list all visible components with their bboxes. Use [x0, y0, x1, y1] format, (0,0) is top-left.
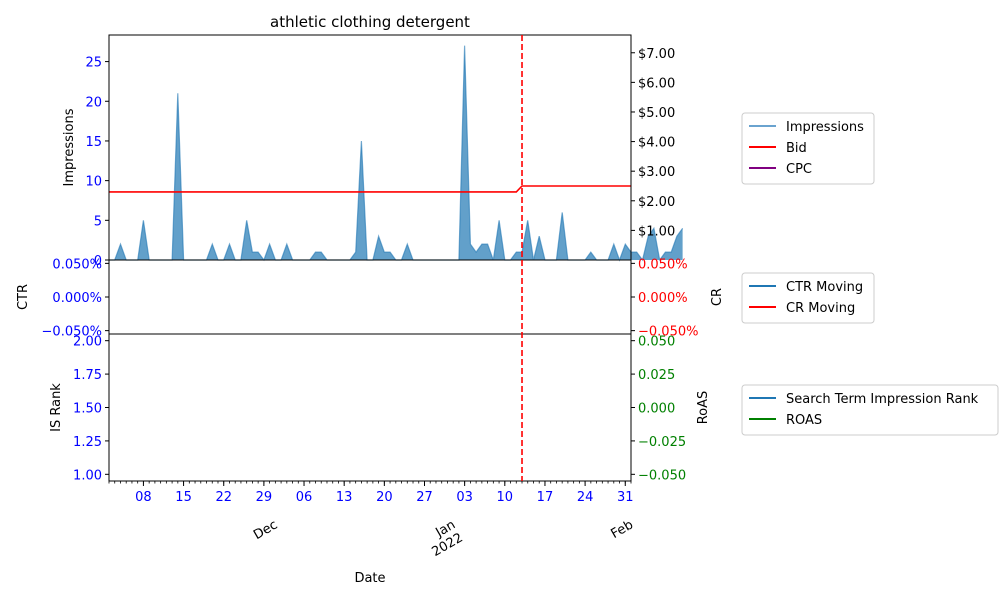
panel-bottom-frame: [108, 333, 632, 482]
bid-line: [109, 185, 631, 193]
y-left-tick-label: 1.50: [73, 402, 102, 417]
x-month-label-group: Feb: [609, 517, 636, 542]
x-month-label: Dec: [251, 517, 280, 543]
y-left-axis-label: IS Rank: [49, 383, 64, 432]
y-right-tick-label: 0.000%: [638, 291, 688, 306]
legend-label: Bid: [786, 141, 807, 156]
y-right-axis-label: RoAS: [696, 391, 711, 425]
y-right-tick-label: $2.00: [638, 195, 675, 210]
y-right-axis-label: CR: [710, 288, 725, 306]
y-left-tick-label: 15: [85, 135, 102, 150]
y-right-tick-label: $5.00: [638, 106, 675, 121]
legend-label: Impressions: [786, 120, 864, 135]
x-tick-label: 31: [617, 490, 634, 505]
y-left-tick-label: 1.75: [73, 368, 102, 383]
y-left-tick-label: 10: [85, 175, 102, 190]
x-tick-label: 10: [497, 490, 514, 505]
x-month-label-group: Dec: [251, 517, 280, 543]
impressions-line: [109, 45, 684, 262]
x-tick-label: 13: [336, 490, 353, 505]
y-left-tick-label: 25: [85, 56, 102, 71]
y-left-tick-label: −0.050%: [42, 325, 102, 340]
y-right-tick-label: 0.050: [638, 335, 675, 350]
x-tick-label: 22: [215, 490, 232, 505]
y-right-tick-label: 0.000: [638, 402, 675, 417]
x-axis-label: Date: [354, 571, 385, 586]
chart-title: athletic clothing detergent: [270, 13, 470, 31]
x-tick-label: 27: [416, 490, 433, 505]
x-tick-label: 15: [175, 490, 192, 505]
y-left-tick-label: 0: [94, 254, 102, 269]
panel-top-frame: [108, 34, 632, 261]
y-right-tick-label: 0.050%: [638, 257, 688, 272]
y-right-tick-label: $4.00: [638, 136, 675, 151]
x-tick-label: 20: [376, 490, 393, 505]
legend-label: CTR Moving: [786, 280, 863, 295]
x-tick-label: 03: [456, 490, 473, 505]
y-right-tick-label: $1.00: [638, 224, 675, 239]
legend-label: CPC: [786, 162, 812, 177]
x-tick-label: 24: [577, 490, 594, 505]
x-month-label: Feb: [609, 517, 636, 542]
y-left-tick-label: 5: [94, 214, 102, 229]
legend-box: [741, 384, 999, 436]
legend-label: ROAS: [786, 413, 822, 428]
y-right-tick-label: −0.050%: [638, 325, 698, 340]
panel-middle-frame: [108, 259, 632, 335]
x-tick-label: 06: [296, 490, 313, 505]
y-left-tick-label: 0.050%: [52, 257, 102, 272]
y-left-tick-label: 1.00: [73, 468, 102, 483]
legend-box: [741, 112, 875, 185]
impressions-area: [109, 45, 683, 261]
y-left-tick-label: 2.00: [73, 335, 102, 350]
y-left-tick-label: 0.000%: [52, 291, 102, 306]
y-left-tick-label: 1.25: [73, 435, 102, 450]
y-right-tick-label: −0.025: [638, 435, 686, 450]
legend-label: CR Moving: [786, 301, 855, 316]
legend-label: Search Term Impression Rank: [786, 392, 979, 407]
y-right-tick-label: $3.00: [638, 165, 675, 180]
y-left-tick-label: 20: [85, 95, 102, 110]
y-right-tick-label: −0.050: [638, 468, 686, 483]
y-right-tick-label: 0.025: [638, 368, 675, 383]
x-tick-label: 08: [135, 490, 152, 505]
x-tick-label: 17: [537, 490, 554, 505]
y-right-tick-label: $6.00: [638, 76, 675, 91]
y-right-tick-label: $7.00: [638, 47, 675, 62]
y-left-axis-label: Impressions: [62, 108, 77, 186]
x-tick-label: 29: [256, 490, 273, 505]
y-left-axis-label: CTR: [16, 284, 31, 310]
